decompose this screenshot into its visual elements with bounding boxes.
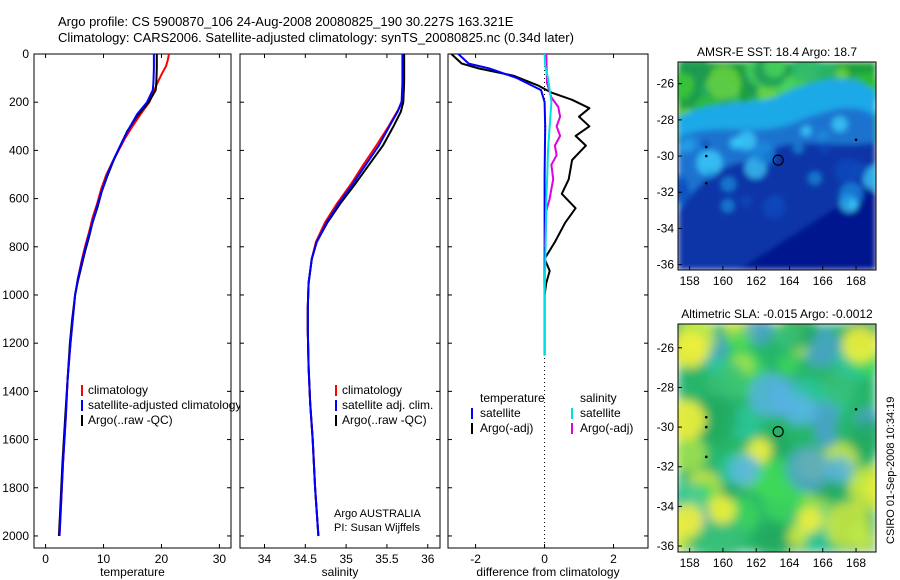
map-x-tick-label: 164	[779, 556, 799, 570]
map-x-tick-label: 158	[680, 274, 700, 288]
map-y-tick-label: -30	[657, 149, 675, 163]
sla-map-panel: Altimetric SLA: -0.015 Argo: -0.0012 158 1…	[657, 307, 877, 570]
legend-heading: temperature	[480, 391, 545, 405]
series-line-satellite	[306, 54, 404, 537]
track-dot	[854, 407, 858, 411]
map-y-tick-label: -36	[657, 258, 675, 272]
x-tick-label: 0	[42, 552, 49, 566]
map-x-tick-label: 166	[813, 274, 833, 288]
track-dot	[704, 455, 708, 459]
y-tick-label: 2000	[2, 529, 29, 543]
x-tick-label: 36	[421, 552, 435, 566]
x-tick-label: -2	[470, 552, 481, 566]
y-tick-label: 400	[9, 143, 29, 157]
map-y-tick-label: -34	[657, 221, 675, 235]
x-axis-label: difference from climatology	[476, 565, 619, 579]
map-y-tick-label: -36	[657, 539, 675, 553]
map-x-tick-label: 168	[846, 274, 866, 288]
track-dot	[704, 145, 708, 149]
y-tick-label: 1000	[2, 288, 29, 302]
map-y-tick-label: -26	[657, 341, 675, 355]
legend-entry: satellite-adjusted climatology	[88, 398, 241, 412]
x-tick-label: 20	[155, 552, 169, 566]
map-x-tick-label: 162	[746, 556, 766, 570]
credit-line-2: PI: Susan Wijffels	[334, 522, 420, 534]
x-axis-label: temperature	[100, 565, 165, 579]
map-field	[678, 62, 876, 270]
x-tick-label: 35.5	[375, 552, 399, 566]
y-tick-label: 1200	[2, 336, 29, 350]
x-axis-label: salinity	[322, 565, 359, 579]
x-tick-label: 34	[258, 552, 272, 566]
legend-entry: Argo(..raw -QC)	[342, 413, 427, 427]
salinity-panel: 34 34.5 35 35.5 36 salinity climatologysatelli…	[239, 53, 441, 579]
map-title: Altimetric SLA: -0.015 Argo: -0.0012	[681, 307, 873, 321]
map-x-tick-label: 160	[713, 274, 733, 288]
map-frame	[677, 323, 877, 553]
map-x-tick-label: 166	[813, 556, 833, 570]
x-tick-label: 34.5	[294, 552, 318, 566]
legend-entry: Argo(-adj)	[580, 421, 633, 435]
map-y-tick-label: -28	[657, 380, 675, 394]
series-line-cyan	[543, 54, 553, 356]
header-line-2: Climatology: CARS2006. Satellite-adjuste…	[58, 30, 574, 45]
track-dot	[704, 181, 708, 185]
y-tick-label: 200	[9, 95, 29, 109]
sst-map-panel: AMSR-E SST: 18.4 Argo: 18.7 158 160 162 164 1…	[657, 45, 877, 288]
float-position-marker	[772, 425, 784, 438]
float-position-marker	[772, 154, 784, 166]
map-y-tick-label: -30	[657, 420, 675, 434]
x-tick-label: 35	[339, 552, 353, 566]
legend-entry: climatology	[88, 383, 148, 397]
x-tick-label: 10	[97, 552, 111, 566]
legend-entry: satellite	[580, 406, 621, 420]
map-y-tick-label: -26	[657, 77, 675, 91]
map-x-tick-label: 160	[713, 556, 733, 570]
map-y-tick-label: -32	[657, 460, 675, 474]
track-dot	[854, 138, 858, 142]
legend-entry: satellite adj. clim.	[342, 398, 433, 412]
x-tick-label: 0	[541, 552, 548, 566]
header-line-1: Argo profile: CS 5900870_106 24-Aug-2008…	[58, 14, 514, 29]
plot-frame	[447, 53, 649, 549]
map-x-tick-label: 168	[846, 556, 866, 570]
y-tick-label: 1800	[2, 481, 29, 495]
map-field	[678, 324, 876, 552]
legend-entry: satellite	[480, 406, 521, 420]
map-x-tick-label: 162	[746, 274, 766, 288]
x-tick-label: 2	[610, 552, 617, 566]
temperature-panel: 0 200 400 600 800 1000 1200 1400 1600 1800 2000 0 10…	[2, 47, 241, 579]
track-dot	[704, 154, 708, 158]
series-line-argo	[450, 54, 591, 356]
legend-entry: Argo(-adj)	[480, 421, 533, 435]
map-title: AMSR-E SST: 18.4 Argo: 18.7	[697, 45, 857, 59]
map-x-tick-label: 158	[680, 556, 700, 570]
y-tick-label: 1600	[2, 433, 29, 447]
x-tick-label: 30	[213, 552, 227, 566]
legend-entry: climatology	[342, 383, 402, 397]
y-tick-label: 600	[9, 192, 29, 206]
track-dot	[704, 415, 708, 419]
side-label: CSIRO 01-Sep-2008 10:34:19	[885, 397, 897, 544]
map-y-tick-label: -32	[657, 185, 675, 199]
plot-frame	[239, 53, 441, 549]
map-y-tick-label: -28	[657, 113, 675, 127]
legend-entry: Argo(..raw -QC)	[88, 413, 173, 427]
map-frame	[677, 61, 877, 271]
legend-heading: salinity	[580, 391, 617, 405]
y-tick-label: 1400	[2, 384, 29, 398]
map-y-tick-label: -34	[657, 499, 675, 513]
y-tick-label: 0	[22, 47, 29, 61]
map-x-tick-label: 164	[779, 274, 799, 288]
series-line-magenta	[544, 54, 562, 247]
track-dot	[704, 425, 708, 429]
y-tick-label: 800	[9, 240, 29, 254]
plot-frame	[33, 53, 232, 549]
series-line-satellite	[58, 54, 155, 537]
credit-line-1: Argo AUSTRALIA	[334, 508, 421, 520]
